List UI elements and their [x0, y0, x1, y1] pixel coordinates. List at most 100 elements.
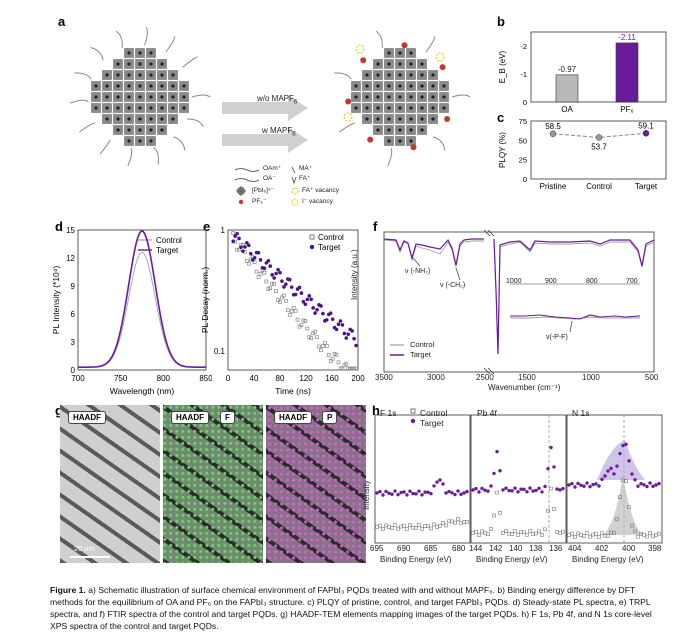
xps-f1s-control: [402, 524, 406, 528]
pb-center: [387, 139, 391, 143]
xps-f1s-target: [384, 489, 388, 494]
pb-center: [116, 117, 120, 121]
xps-ylabel: Intensity: [362, 480, 371, 510]
xps-n1s-control: [633, 529, 637, 534]
xps-pb-target: [537, 486, 541, 491]
xps-f1s-target: [375, 491, 379, 495]
pb-center: [138, 117, 142, 121]
ytick-label: 0: [71, 366, 76, 375]
xps2-tick-1: 142: [489, 544, 503, 553]
xps-f1s-control: [408, 523, 412, 528]
trpl-control-point: [282, 293, 286, 298]
trpl-target-point: [354, 343, 358, 348]
xps-title-f1s: F 1s: [380, 408, 397, 418]
ligand-chain: [187, 118, 204, 127]
xps-f1s-control: [465, 519, 469, 524]
legend-fa-vacancy: FA⁺ vacancy: [302, 187, 340, 194]
trpl-target-point: [297, 285, 302, 290]
pb-center: [138, 84, 142, 88]
xps-pb-control: [480, 529, 484, 534]
pb-center: [138, 62, 142, 66]
pb-center: [376, 84, 380, 88]
pb-center: [127, 51, 131, 55]
pb-center: [116, 73, 120, 77]
qd-untreated-lattice: [70, 26, 211, 167]
figure-caption: Figure 1. a) Schematic illustration of s…: [50, 584, 660, 632]
xps-f1s-control: [411, 525, 415, 530]
xtick-label: 750: [114, 374, 128, 383]
bar-value-label: -2.11: [618, 33, 636, 42]
xps-pb-target: [531, 489, 535, 493]
trpl-control-point: [268, 286, 273, 291]
xps-pb-target: [492, 471, 496, 476]
trpl-target-point: [350, 329, 354, 333]
ftir-xlabel: Wavenumber (cm⁻¹): [488, 383, 561, 392]
pb-center: [149, 139, 153, 143]
xps-n1s-target: [570, 481, 574, 486]
pb-center: [160, 117, 164, 121]
legend-marker: [410, 408, 416, 414]
xps-f1s-target: [417, 489, 421, 493]
xps-pb-control: [519, 530, 523, 534]
category-label: OA: [561, 105, 573, 114]
pb-center: [127, 73, 131, 77]
ytick-label: 75: [519, 117, 527, 126]
xps-f1s-target: [405, 493, 409, 497]
legend-i-vacancy: I⁻ vacancy: [302, 198, 333, 205]
xps-pb-control: [555, 530, 559, 534]
pb-center: [376, 117, 380, 121]
xps-n1s-control: [627, 505, 631, 509]
xps-f1s-control: [429, 526, 433, 531]
legend-label: Control: [156, 236, 182, 245]
xps1-tick-1: 690: [397, 544, 411, 553]
xps-pb-target: [543, 484, 547, 489]
pb-center: [138, 106, 142, 110]
xps-f1s-control: [381, 527, 385, 531]
pb-center: [127, 117, 131, 121]
xps-pb-target: [486, 489, 490, 493]
trpl-target-point: [352, 336, 356, 341]
caption-lead: Figure 1.: [50, 585, 86, 595]
xps-f1s-target: [381, 493, 385, 497]
pb-center: [398, 139, 402, 143]
pb-center: [171, 117, 175, 121]
xps-pb-control: [492, 513, 496, 518]
trpl-target-point: [248, 251, 253, 256]
pb-center: [387, 73, 391, 77]
xps-pb-target: [507, 488, 511, 493]
ytick-label: 25: [519, 156, 527, 165]
trpl-control-point: [291, 305, 296, 310]
xps-n1s-target: [642, 483, 646, 487]
vacancy-mark: [355, 44, 365, 54]
trpl-target-point: [268, 264, 273, 268]
xps-n1s-control: [600, 531, 604, 536]
xps-xlabel-2: Binding Energy (eV): [476, 555, 548, 564]
trpl-control-point: [332, 352, 337, 356]
pb-center: [398, 51, 402, 55]
pb-center: [105, 117, 109, 121]
ftir-inset-tick-1000: 1000: [506, 278, 522, 285]
plot-frame: [77, 229, 207, 371]
pb-center: [409, 139, 413, 143]
xps-n1s-target: [567, 483, 571, 487]
xps-f1s-control: [459, 520, 463, 525]
bar-value-label: -0.97: [558, 65, 577, 74]
trpl-target-point: [280, 279, 284, 283]
xps-f1s-target: [456, 489, 460, 493]
trpl-control-point: [328, 359, 333, 363]
trpl-control-point: [354, 366, 358, 371]
trpl-target-point: [243, 245, 247, 249]
pb-center: [138, 128, 142, 132]
label-with-mapf6: w MAPF6: [262, 126, 296, 138]
xps-pb-control: [513, 529, 517, 533]
pb-center: [171, 73, 175, 77]
trpl-target-point: [241, 249, 245, 253]
trpl-target-point: [319, 304, 323, 308]
pl-spectra-chart: 700 750 800 850 0 3 6 9 12 15 Wavelength (nm) PL In…: [52, 226, 212, 396]
pb-center: [431, 117, 435, 121]
trpl-target-point: [247, 243, 251, 248]
pb-center: [105, 84, 109, 88]
xps-frame-0: [374, 414, 471, 544]
trpl-control-point: [325, 344, 329, 348]
xps-pb-control: [486, 532, 490, 536]
